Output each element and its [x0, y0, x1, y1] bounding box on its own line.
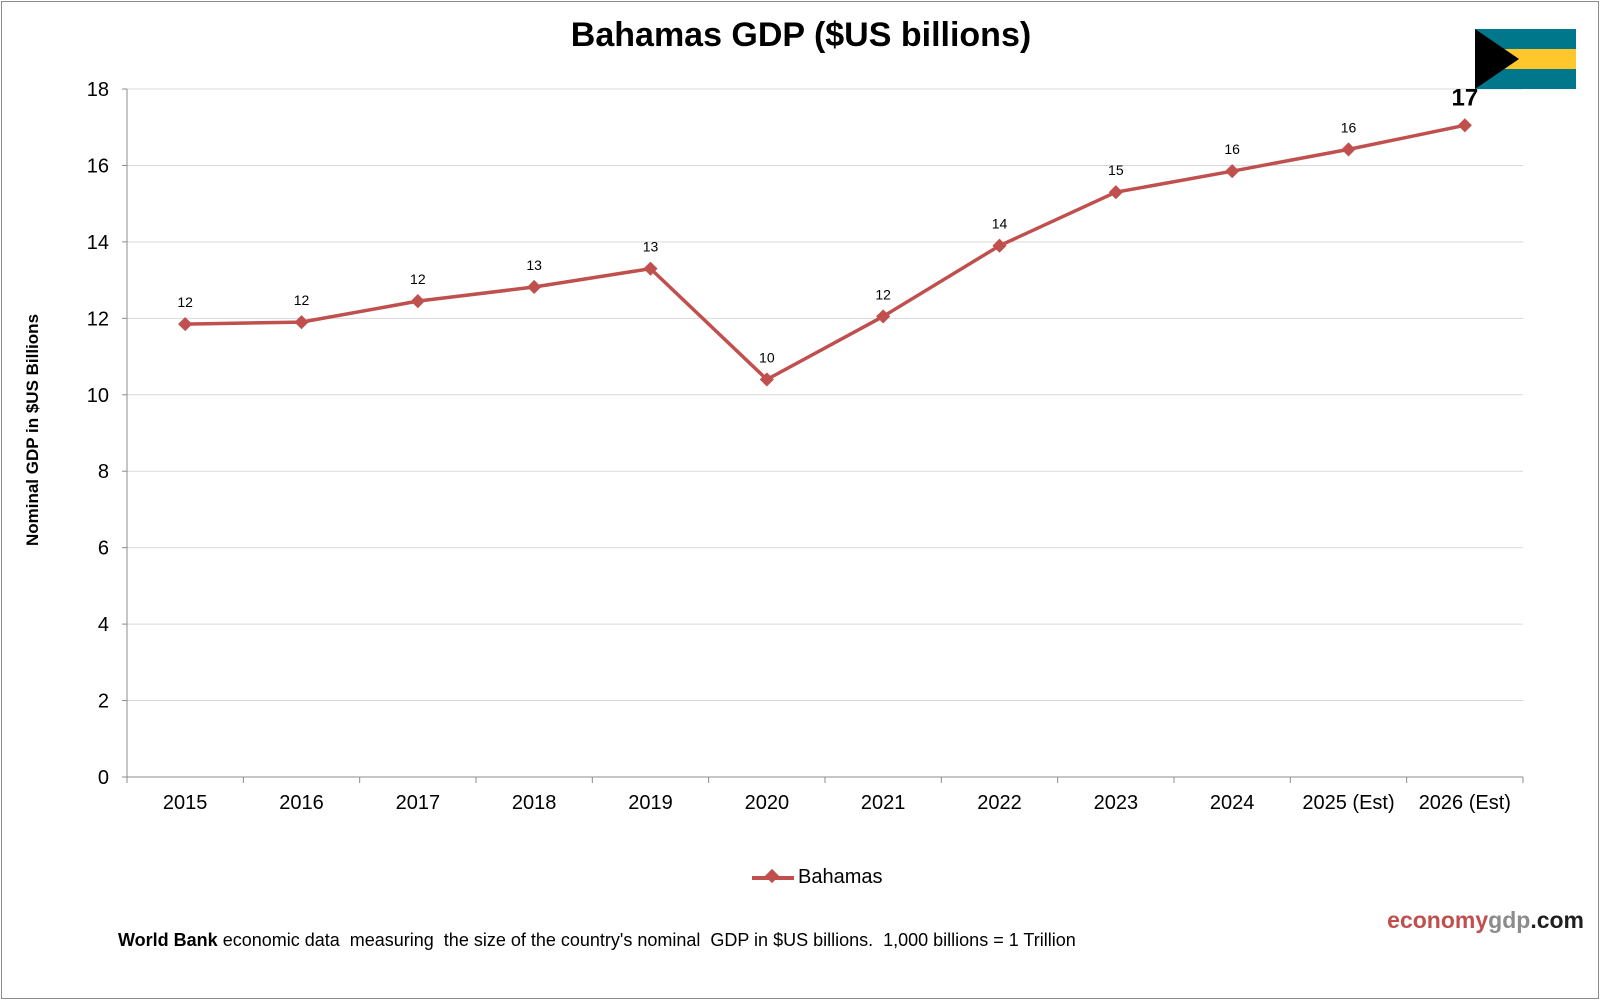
x-tick-label: 2015 [163, 792, 208, 814]
y-tick-label: 10 [87, 385, 109, 407]
y-tick-label: 2 [98, 691, 109, 713]
legend-swatch [752, 868, 794, 883]
data-point [1457, 118, 1472, 133]
brand-watermark: economygdp.com [1387, 907, 1584, 934]
y-tick-label: 8 [98, 461, 109, 483]
x-tick-label: 2023 [1094, 792, 1139, 814]
source-footnote: World Bank economic data measuring the s… [118, 930, 1076, 951]
data-point [178, 316, 193, 332]
bahamas-flag-icon [1475, 29, 1576, 89]
y-tick-label: 12 [87, 308, 109, 330]
y-tick-label: 14 [87, 232, 109, 254]
data-point [643, 261, 658, 276]
data-point [294, 315, 309, 330]
data-point [992, 238, 1007, 253]
x-tick-label: 2026 (Est) [1419, 792, 1511, 814]
y-tick-label: 0 [98, 767, 109, 789]
x-tick-label: 2020 [745, 792, 790, 814]
data-point [1225, 164, 1240, 179]
data-point [876, 309, 891, 324]
data-point [759, 372, 774, 387]
data-label: 16 [1224, 141, 1240, 157]
chart-title: Bahamas GDP ($US billions) [570, 16, 1032, 54]
x-tick-label: 2022 [977, 792, 1022, 814]
data-label: 12 [875, 286, 891, 302]
data-point [527, 279, 542, 295]
data-label: 12 [177, 294, 193, 310]
data-label: 15 [1108, 162, 1124, 178]
data-point [1341, 142, 1356, 157]
brand-part-gdp: gdp [1488, 907, 1531, 933]
x-tick-label: 2021 [861, 792, 906, 814]
brand-part-com: .com [1530, 907, 1584, 933]
series-line-bahamas [185, 123, 1466, 382]
x-tick-label: 2018 [512, 792, 557, 814]
y-tick-label: 16 [87, 155, 109, 177]
data-label: 17 [1451, 84, 1478, 111]
y-tick-label: 4 [98, 614, 109, 636]
source-description: economic data measuring the size of the … [217, 930, 1076, 950]
data-label: 12 [294, 292, 310, 308]
data-label: 14 [992, 216, 1008, 232]
data-point [410, 294, 425, 309]
data-label: 16 [1341, 119, 1357, 135]
data-label: 13 [526, 257, 542, 273]
brand-part-economy: economy [1387, 907, 1489, 933]
data-label: 13 [643, 239, 659, 255]
legend-marker [764, 868, 780, 883]
x-tick-label: 2024 [1210, 792, 1255, 814]
chart-legend: Bahamas [752, 866, 883, 889]
y-tick-label: 18 [87, 79, 109, 101]
data-point [1108, 185, 1123, 200]
data-label: 12 [410, 271, 426, 287]
x-tick-label: 2016 [279, 792, 324, 814]
source-name: World Bank [118, 930, 218, 950]
data-label: 10 [759, 349, 775, 365]
legend-label: Bahamas [798, 866, 883, 888]
x-tick-label: 2019 [628, 792, 673, 814]
x-tick-label: 2017 [396, 792, 441, 814]
x-tick-label: 2025 (Est) [1302, 792, 1394, 814]
y-tick-label: 6 [98, 538, 109, 560]
